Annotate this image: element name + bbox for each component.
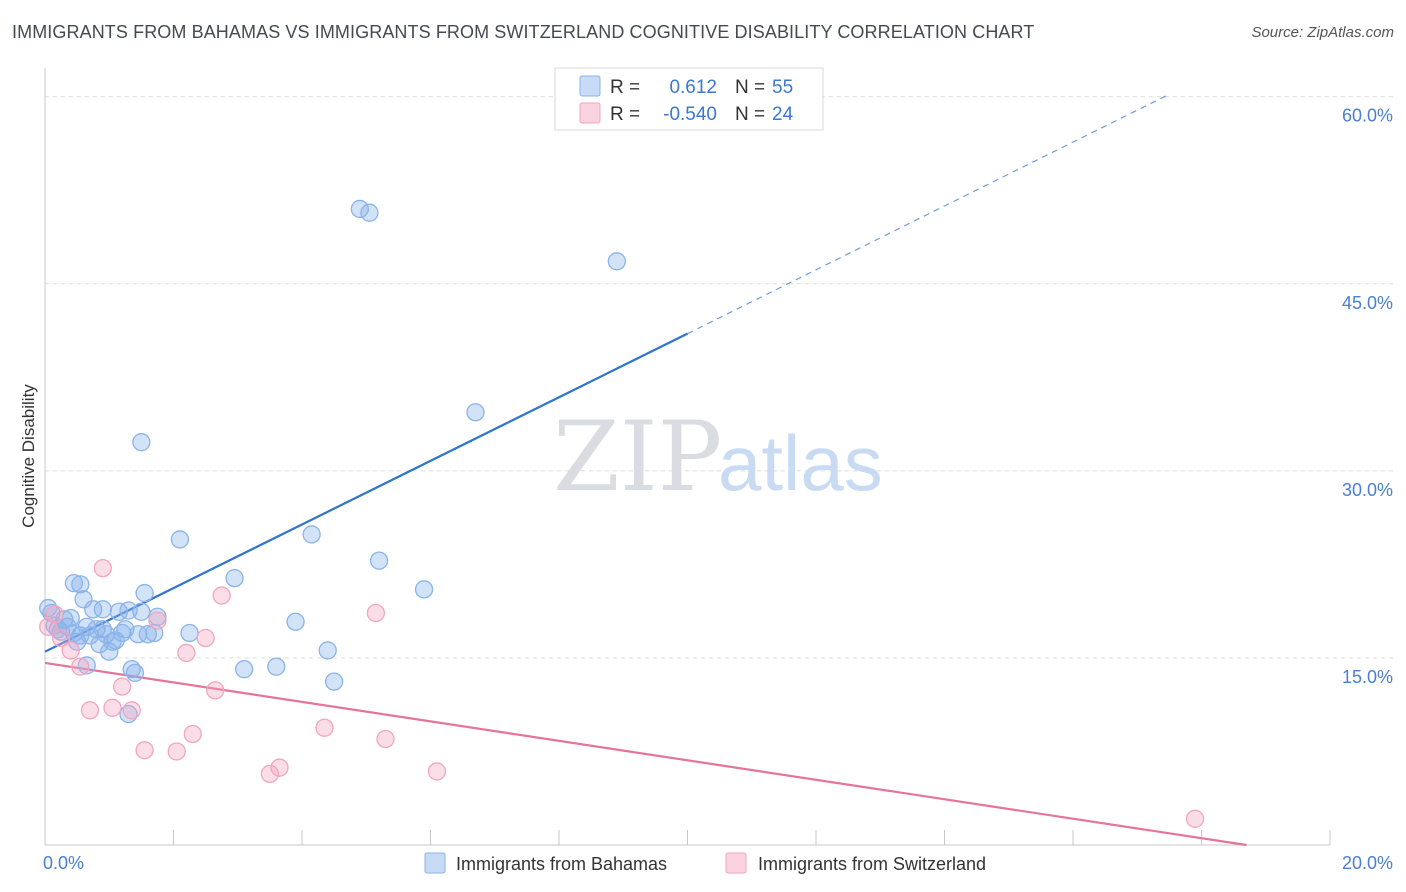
series-legend-swatch-switzerland — [725, 852, 747, 874]
chart-title: IMMIGRANTS FROM BAHAMAS VS IMMIGRANTS FR… — [12, 22, 1035, 42]
data-point-s0-34 — [135, 583, 154, 603]
x-tick-label-min: 0.0% — [43, 853, 84, 873]
data-point-s0-15 — [87, 620, 106, 639]
data-point-s0-49 — [350, 199, 369, 219]
series-legend: Immigrants from Bahamas Immigrants from … — [424, 852, 986, 874]
y-tick-labels: 15.0% 30.0% 45.0% 60.0% — [1342, 106, 1393, 687]
data-point-s1-17 — [212, 586, 231, 605]
data-point-s0-52 — [414, 580, 434, 599]
y-tick-label-15: 15.0% — [1342, 667, 1393, 687]
data-point-s0-44 — [267, 657, 286, 676]
y-tick-label-30: 30.0% — [1342, 480, 1393, 500]
data-point-s0-30 — [132, 602, 151, 621]
legend-n-label-1: N = — [735, 77, 765, 98]
data-point-s0-35 — [64, 573, 84, 593]
data-point-s0-36 — [71, 575, 90, 594]
data-point-s1-16 — [206, 681, 225, 700]
data-point-s0-51 — [369, 551, 389, 570]
data-point-s0-54 — [607, 252, 626, 271]
legend-n-value-1: 55 — [772, 77, 793, 98]
data-point-s1-23 — [427, 762, 447, 781]
legend-swatch-switzerland — [579, 102, 601, 124]
legend-r-label-1: R = — [610, 77, 640, 98]
data-point-s0-48 — [324, 672, 344, 691]
data-point-s1-10 — [135, 741, 154, 760]
legend-swatch-bahamas — [579, 75, 601, 97]
legend-r-value-1: 0.612 — [669, 77, 717, 98]
x-tick-label-max: 20.0% — [1342, 853, 1393, 873]
data-point-s0-18 — [96, 625, 116, 644]
x-tick-labels: 0.0% 20.0% — [43, 853, 1393, 873]
data-point-s0-45 — [286, 612, 305, 631]
data-point-s1-12 — [167, 742, 186, 761]
data-point-s1-2 — [51, 628, 71, 648]
legend-n-label-2: N = — [735, 104, 765, 125]
data-point-s0-29 — [129, 625, 148, 644]
data-point-s1-11 — [148, 611, 167, 630]
series-legend-label-bahamas: Immigrants from Bahamas — [456, 854, 667, 874]
source-label: Source: ZipAtlas.com — [1251, 24, 1394, 41]
data-points — [39, 199, 1205, 828]
data-point-s1-18 — [260, 764, 280, 784]
legend-r-value-2: -0.540 — [663, 104, 717, 125]
data-point-s0-27 — [125, 663, 145, 683]
data-point-s0-40 — [170, 530, 190, 549]
data-point-s1-22 — [376, 729, 395, 749]
data-point-s1-8 — [112, 677, 132, 696]
data-point-s0-53 — [466, 403, 485, 422]
trend-lines — [44, 93, 1247, 847]
series-legend-label-switzerland: Immigrants from Switzerland — [758, 854, 986, 874]
data-point-s1-19 — [270, 758, 289, 777]
data-point-s0-47 — [318, 641, 337, 660]
legend-r-label-2: R = — [610, 104, 640, 125]
data-point-s0-50 — [360, 203, 379, 222]
trend-extension-s0 — [687, 93, 1170, 335]
watermark-atlas: atlas — [718, 419, 883, 507]
axes — [44, 68, 1331, 846]
stats-legend: R = 0.612 N = 55 R = -0.540 N = 24 — [554, 67, 824, 131]
data-point-s0-7 — [61, 608, 80, 628]
data-point-s1-24 — [1185, 809, 1205, 828]
data-point-s1-3 — [61, 641, 80, 660]
data-point-s1-7 — [103, 698, 122, 717]
data-point-s1-21 — [366, 603, 386, 623]
series-legend-swatch-bahamas — [424, 852, 446, 874]
data-point-s0-38 — [93, 600, 112, 619]
data-point-s0-42 — [225, 568, 244, 588]
data-point-s0-14 — [84, 600, 103, 619]
data-point-s1-5 — [80, 701, 100, 720]
data-point-s0-17 — [93, 620, 112, 639]
gridlines — [45, 96, 1395, 659]
data-point-s0-41 — [180, 623, 199, 643]
data-point-s0-19 — [100, 642, 119, 661]
y-tick-label-60: 60.0% — [1342, 106, 1393, 126]
legend-n-value-2: 24 — [772, 104, 794, 125]
data-point-s0-43 — [235, 660, 254, 679]
data-point-s1-15 — [196, 628, 215, 648]
watermark: ZIP atlas — [553, 401, 883, 513]
data-point-s1-20 — [315, 718, 334, 737]
data-point-s1-9 — [122, 701, 141, 720]
data-point-s1-1 — [45, 605, 64, 624]
data-point-s1-4 — [71, 657, 90, 676]
y-tick-label-45: 45.0% — [1342, 293, 1393, 313]
trend-line-s1 — [44, 661, 1247, 847]
trend-line-s0 — [44, 332, 688, 653]
data-point-s0-31 — [138, 625, 157, 644]
watermark-zip: ZIP — [553, 401, 722, 513]
data-point-s1-6 — [93, 558, 112, 578]
data-point-s0-46 — [302, 525, 321, 544]
data-point-s1-13 — [177, 643, 196, 663]
data-point-s0-37 — [77, 656, 96, 675]
data-point-s1-14 — [183, 724, 202, 744]
data-point-s0-33 — [132, 433, 151, 452]
y-axis-label: Cognitive Disability — [19, 384, 38, 528]
